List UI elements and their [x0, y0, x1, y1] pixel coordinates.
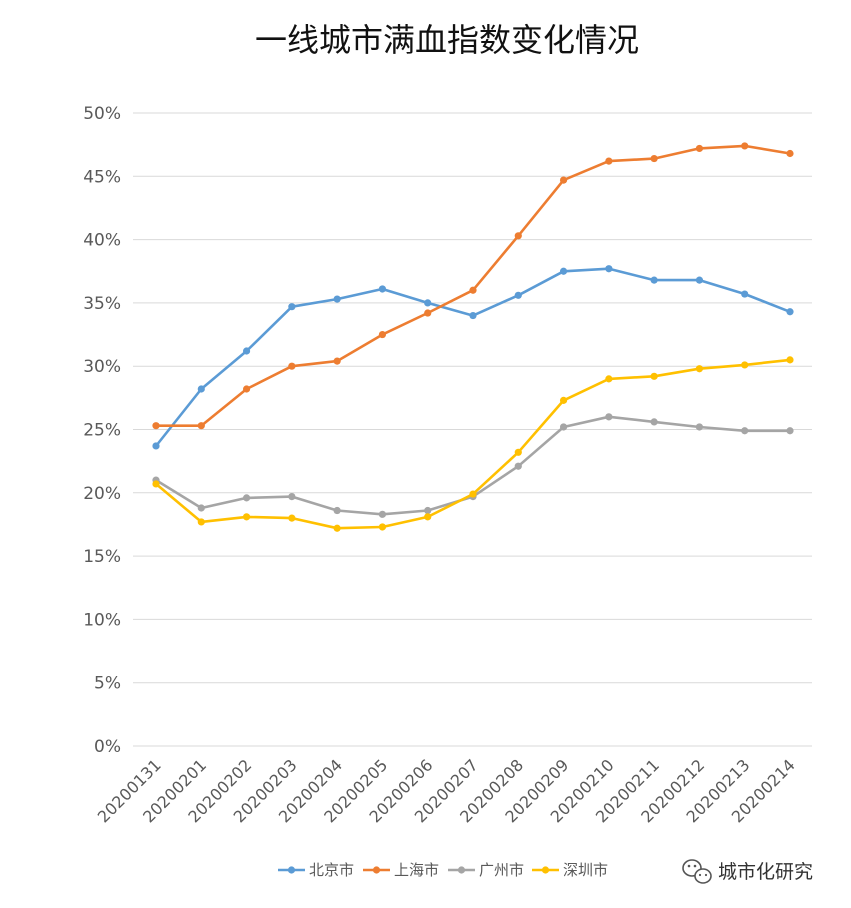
data-point: [695, 144, 704, 153]
data-point: [424, 299, 432, 307]
data-point: [695, 276, 704, 284]
data-point: [695, 423, 704, 431]
legend-label: 深圳市: [563, 861, 608, 879]
data-point: [242, 494, 251, 502]
series-line: [154, 144, 792, 428]
y-tick-label: 5%: [94, 674, 121, 694]
data-point: [695, 365, 704, 373]
y-tick-label: 45%: [83, 167, 121, 187]
data-point: [197, 422, 205, 430]
legend-item: 北京市: [278, 861, 354, 879]
data-point: [605, 375, 613, 383]
data-point: [514, 462, 522, 470]
data-point: [650, 418, 658, 426]
y-axis-ticks: 0% 5% 10% 15% 20% 25% 30% 35% 40% 45% 50%: [83, 104, 121, 757]
data-point: [152, 442, 160, 450]
data-point: [242, 347, 251, 355]
data-point: [514, 291, 522, 299]
data-point: [650, 372, 658, 380]
data-point: [197, 385, 205, 393]
data-point: [741, 361, 749, 369]
y-tick-label: 35%: [83, 294, 121, 314]
series-lines: [152, 142, 794, 532]
y-tick-label: 10%: [83, 610, 121, 630]
data-point: [469, 286, 477, 294]
data-point: [605, 413, 613, 421]
data-point: [378, 285, 387, 293]
data-point: [741, 142, 749, 150]
y-tick-label: 15%: [83, 547, 121, 567]
data-point: [152, 422, 160, 430]
series-line: [154, 267, 792, 448]
data-point: [786, 427, 794, 435]
series-1: [152, 265, 794, 450]
data-point: [605, 157, 613, 165]
data-point: [786, 149, 794, 158]
y-tick-label: 0%: [94, 737, 121, 757]
series-line: [154, 358, 792, 530]
watermark-text: 城市化研究: [718, 861, 813, 883]
data-point: [242, 513, 251, 521]
data-point: [559, 267, 568, 275]
data-point: [469, 490, 477, 498]
x-axis-ticks: 2020013120200201202002022020020320200204…: [94, 755, 799, 826]
watermark: 城市化研究: [682, 859, 813, 884]
legend-marker: [541, 866, 550, 874]
data-point: [333, 357, 341, 365]
legend-label: 北京市: [309, 861, 354, 879]
data-point: [741, 427, 749, 435]
data-point: [378, 523, 387, 531]
data-point: [786, 308, 794, 316]
data-point: [288, 492, 296, 501]
legend-item: 上海市: [363, 861, 439, 879]
series-3: [152, 413, 794, 518]
data-point: [242, 385, 251, 393]
legend-marker: [457, 866, 466, 874]
data-point: [333, 506, 341, 515]
series-4: [152, 356, 794, 532]
legend-item: 广州市: [448, 861, 524, 879]
data-point: [378, 510, 387, 518]
data-point: [559, 423, 568, 431]
wechat-icon: [682, 859, 712, 884]
y-tick-label: 20%: [83, 484, 121, 504]
data-point: [152, 480, 160, 488]
data-point: [559, 396, 568, 404]
gridlines: [133, 112, 812, 747]
data-point: [559, 176, 568, 184]
data-point: [424, 513, 432, 521]
y-tick-label: 25%: [83, 421, 121, 441]
data-point: [333, 295, 341, 303]
data-point: [333, 524, 341, 532]
data-point: [378, 330, 387, 339]
data-point: [469, 311, 477, 320]
data-point: [741, 290, 749, 298]
series-2: [152, 142, 794, 430]
legend-label: 广州市: [479, 861, 524, 879]
data-point: [650, 154, 658, 163]
data-point: [786, 356, 794, 364]
data-point: [424, 506, 432, 515]
data-point: [650, 276, 658, 284]
legend-item: 深圳市: [532, 861, 608, 879]
data-point: [514, 448, 522, 456]
data-point: [288, 514, 296, 522]
y-tick-label: 30%: [83, 357, 121, 377]
data-point: [424, 309, 432, 317]
legend-label: 上海市: [394, 861, 439, 879]
legend-marker: [287, 866, 296, 874]
data-point: [605, 265, 613, 273]
data-point: [514, 232, 522, 240]
data-point: [288, 303, 296, 311]
y-tick-label: 50%: [83, 104, 121, 124]
chart-title: 一线城市满血指数变化情况: [255, 21, 639, 59]
data-point: [197, 518, 205, 526]
data-point: [197, 504, 205, 512]
legend: 北京市 上海市 广州市 深圳市: [278, 861, 608, 879]
y-tick-label: 40%: [83, 231, 121, 251]
data-point: [288, 362, 296, 370]
legend-marker: [372, 866, 381, 874]
